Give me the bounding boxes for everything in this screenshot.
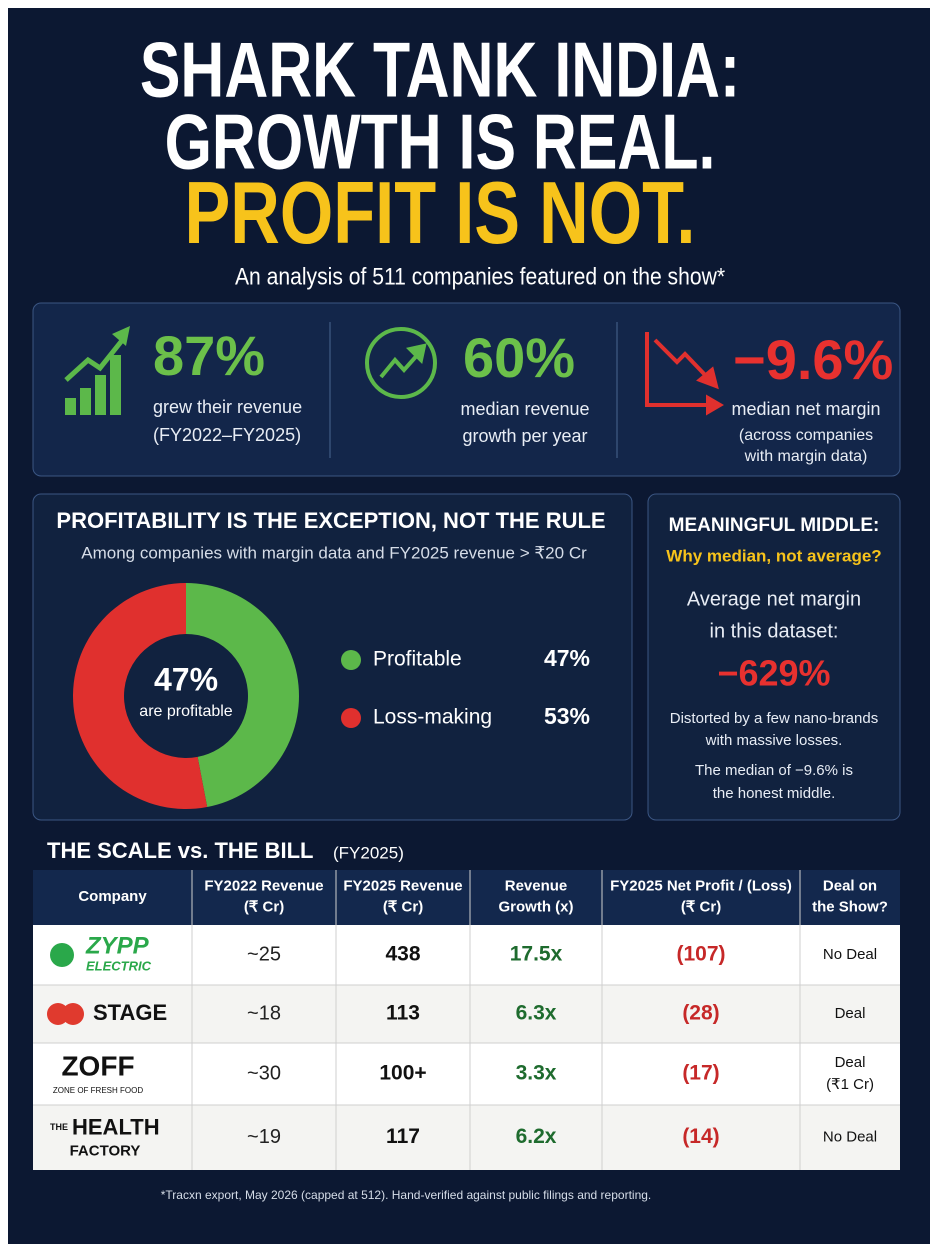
- subtitle: An analysis of 511 companies featured on…: [235, 263, 725, 290]
- sidebar-panel: [647, 493, 901, 821]
- sidebar-question: Why median, not average?: [666, 546, 881, 565]
- company-logo-sub: ZONE OF FRESH FOOD: [53, 1086, 143, 1095]
- company-logo: ZOFF: [61, 1050, 134, 1081]
- row-bg: [33, 1105, 900, 1170]
- cell-fy2025: 438: [385, 943, 420, 966]
- cell-fy2022: ~19: [247, 1126, 281, 1148]
- table-lines: [33, 870, 900, 1170]
- company-logo: HEALTH: [72, 1114, 160, 1139]
- sidebar-note: with massive losses.: [705, 732, 843, 749]
- logo-mark: [62, 1003, 84, 1025]
- column-header: Revenue: [505, 877, 568, 894]
- subtitle-group: An analysis of 511 companies featured on…: [235, 263, 725, 290]
- cell-fy2025: 113: [386, 1002, 420, 1025]
- stat-label: (FY2022–FY2025): [153, 425, 301, 445]
- legend-value: 53%: [544, 703, 590, 729]
- cell-deal: (₹1 Cr): [826, 1076, 874, 1093]
- column-header: FY2022 Revenue: [204, 877, 323, 894]
- cell-profit: (28): [682, 1002, 719, 1025]
- panel-title: PROFITABILITY IS THE EXCEPTION, NOT THE …: [56, 508, 605, 533]
- growth-bars-icon: [64, 326, 130, 415]
- table-header-bg: [33, 870, 900, 925]
- logo-mark: [50, 943, 74, 967]
- sidebar-conclusion: the honest middle.: [713, 785, 836, 802]
- company-logo-sub: FACTORY: [70, 1142, 141, 1159]
- stat-label: median revenue: [460, 399, 589, 419]
- cell-fy2022: ~30: [247, 1062, 281, 1084]
- cell-deal: No Deal: [823, 946, 877, 963]
- sidebar-text: Average net margin: [687, 588, 861, 610]
- stat-label: (across companies: [739, 427, 873, 444]
- legend-dot: [341, 708, 361, 728]
- cell-fy2025: 100+: [379, 1062, 426, 1085]
- table-title: THE SCALE vs. THE BILL: [47, 838, 313, 863]
- cell-profit: (14): [682, 1125, 719, 1148]
- legend-value: 47%: [544, 645, 590, 671]
- cell-growth: 6.2x: [516, 1125, 557, 1148]
- stat-value: 87%: [153, 324, 265, 387]
- company-logo-sub: ELECTRIC: [86, 958, 152, 973]
- stat-label: median net margin: [731, 399, 880, 419]
- cell-fy2025: 117: [386, 1125, 420, 1148]
- legend-label: Loss-making: [373, 706, 492, 729]
- cell-deal: Deal: [835, 1005, 866, 1022]
- title-line: GROWTH IS REAL.: [165, 98, 716, 185]
- column-header: (₹ Cr): [681, 898, 721, 915]
- donut-center-label: are profitable: [139, 703, 232, 720]
- column-header: (₹ Cr): [244, 898, 284, 915]
- cell-growth: 3.3x: [516, 1062, 557, 1085]
- sidebar-conclusion: The median of −9.6% is: [695, 762, 853, 779]
- company-logo: STAGE: [93, 1000, 167, 1025]
- company-logo: ZYPP: [85, 932, 150, 959]
- sidebar-text: in this dataset:: [710, 620, 839, 642]
- cell-growth: 6.3x: [516, 1002, 557, 1025]
- column-header: Company: [78, 888, 147, 905]
- title-highlight: PROFIT IS NOT.: [185, 164, 696, 262]
- donut-center-value: 47%: [154, 661, 218, 697]
- legend-dot: [341, 650, 361, 670]
- decline-icon: [645, 332, 724, 416]
- donut-segment: [73, 583, 208, 809]
- stats-panel: [32, 302, 901, 477]
- sidebar-value: −629%: [717, 653, 830, 694]
- table-title-note: (FY2025): [333, 843, 404, 862]
- stat-label: grew their revenue: [153, 397, 302, 417]
- cell-deal: Deal: [835, 1054, 866, 1071]
- cell-fy2022: ~25: [247, 943, 281, 965]
- stat-value: 60%: [463, 326, 575, 389]
- column-header: Growth (x): [499, 898, 574, 915]
- trend-circle-icon: [365, 327, 437, 399]
- column-header: FY2025 Net Profit / (Loss): [610, 877, 792, 894]
- cell-profit: (107): [676, 943, 725, 966]
- column-header: the Show?: [812, 898, 888, 915]
- cell-profit: (17): [682, 1062, 719, 1085]
- sidebar-note: Distorted by a few nano-brands: [670, 710, 878, 727]
- donut-segment: [186, 583, 300, 807]
- cell-deal: No Deal: [823, 1128, 877, 1145]
- column-header: (₹ Cr): [383, 898, 423, 915]
- donut-panel: [32, 493, 633, 821]
- stat-label: growth per year: [462, 426, 587, 446]
- stat-value: −9.6%: [733, 328, 893, 391]
- cell-growth: 17.5x: [510, 943, 563, 966]
- sidebar-title: MEANINGFUL MIDDLE:: [669, 515, 880, 536]
- footnote: *Tracxn export, May 2026 (capped at 512)…: [161, 1188, 652, 1202]
- company-logo-small: THE: [50, 1122, 68, 1132]
- legend-label: Profitable: [373, 648, 462, 671]
- title-line: SHARK TANK INDIA:: [140, 26, 740, 113]
- stat-label: with margin data): [744, 448, 868, 465]
- cell-fy2022: ~18: [247, 1002, 281, 1024]
- column-header: FY2025 Revenue: [343, 877, 462, 894]
- row-bg: [33, 985, 900, 1043]
- panel-subtitle: Among companies with margin data and FY2…: [81, 543, 587, 562]
- title: SHARK TANK INDIA:GROWTH IS REAL.PROFIT I…: [140, 26, 740, 262]
- column-header: Deal on: [823, 877, 877, 894]
